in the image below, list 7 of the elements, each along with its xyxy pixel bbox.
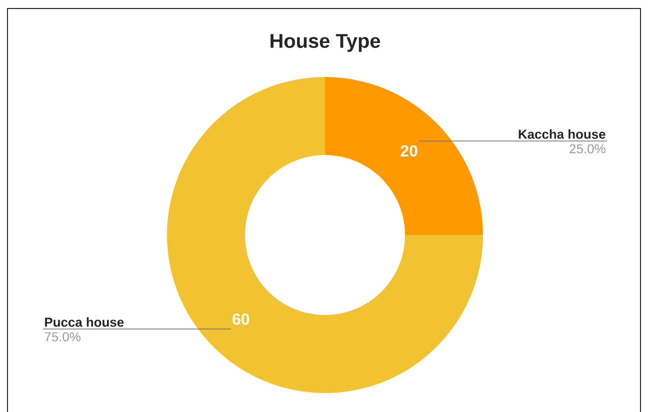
slice-label: Pucca house [45,317,124,327]
text: 25.0% [570,144,606,154]
data-label: 60 [232,313,250,325]
slice-label: Kaccha house [518,129,606,139]
text: 75.0% [44,332,80,342]
data-label: 20 [400,145,418,157]
chart-title: House Type [270,34,380,52]
